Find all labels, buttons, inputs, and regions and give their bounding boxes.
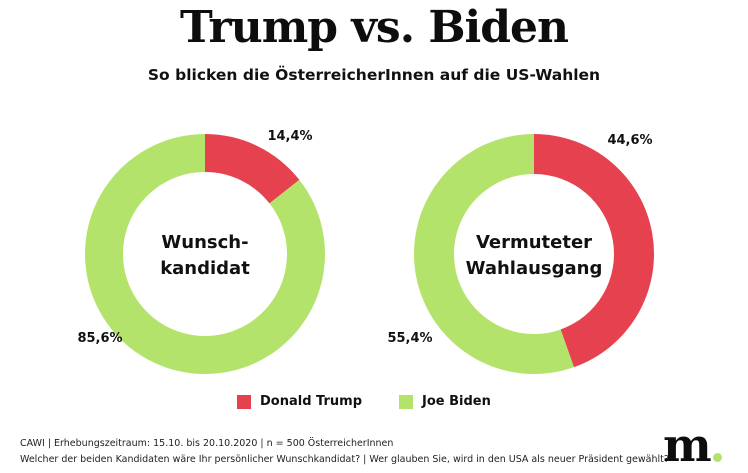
legend-swatch-trump bbox=[237, 394, 251, 409]
legend-swatch-biden bbox=[399, 394, 413, 409]
data-label-joe-biden: 85,6% bbox=[77, 331, 122, 346]
donut-slice-donald-trump bbox=[534, 134, 655, 368]
footer-methodology: CAWI | Erhebungszeitraum: 15.10. bis 20.… bbox=[20, 438, 394, 449]
footer-questions: Welcher der beiden Kandidaten wäre Ihr p… bbox=[20, 454, 669, 465]
donut-chart-wunschkandidat: 14,4% 85,6% Wunsch-kandidat bbox=[77, 129, 326, 375]
legend: Donald Trump Joe Biden bbox=[0, 394, 748, 414]
legend-item-biden: Joe Biden bbox=[399, 394, 491, 409]
data-label-donald-trump: 44,6% bbox=[607, 133, 652, 148]
chart-subtitle: So blicken die ÖsterreicherInnen auf die… bbox=[147, 66, 601, 84]
donut-center-label: Wunsch- bbox=[161, 232, 248, 253]
donut-slice-joe-biden bbox=[414, 134, 574, 374]
logo: m bbox=[663, 418, 712, 472]
chart-title: Trump vs. Biden bbox=[180, 2, 569, 53]
donut-slice-donald-trump bbox=[205, 134, 300, 204]
legend-item-trump: Donald Trump bbox=[237, 394, 362, 409]
donut-slice-joe-biden bbox=[85, 134, 326, 375]
donut-center-label: Vermuteter bbox=[476, 232, 592, 253]
donut-center-label: kandidat bbox=[160, 258, 250, 279]
legend-label-biden: Joe Biden bbox=[422, 394, 491, 409]
data-label-joe-biden: 55,4% bbox=[387, 331, 432, 346]
legend-label-trump: Donald Trump bbox=[260, 394, 362, 409]
donut-center-label: Wahlausgang bbox=[466, 258, 603, 279]
logo-dot bbox=[713, 453, 722, 462]
donut-chart-vermuteter-wahlausgang: 44,6% 55,4% Vermuteter Wahlausgang bbox=[387, 133, 655, 374]
data-label-donald-trump: 14,4% bbox=[267, 129, 312, 144]
